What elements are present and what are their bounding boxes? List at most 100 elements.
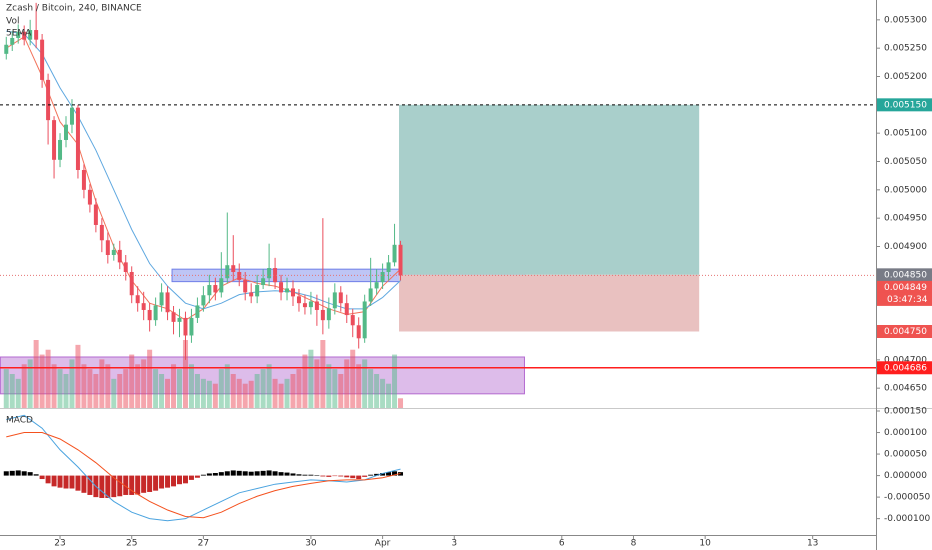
candle-body: [4, 44, 9, 54]
volume-bar: [362, 359, 368, 408]
volume-bar: [380, 378, 386, 408]
macd-histogram-bar: [111, 475, 117, 498]
loss-zone: [399, 274, 700, 332]
candle-body: [302, 303, 307, 308]
x-tick-label: 8: [631, 539, 637, 549]
volume-bar: [296, 369, 302, 408]
candle-body: [285, 288, 290, 293]
candle-body: [129, 272, 134, 296]
candle-body: [231, 265, 236, 272]
candle-body: [207, 285, 212, 296]
candle-body: [159, 292, 164, 306]
candle-body: [195, 305, 200, 318]
volume-bar: [284, 378, 290, 408]
macd-histogram-bar: [302, 474, 308, 476]
chart-title: Zcash / Bitcoin, 240, BINANCE: [6, 4, 142, 14]
macd-histogram-bar: [224, 471, 230, 476]
candle-body: [153, 305, 158, 321]
entry-tag-bg: [877, 268, 932, 282]
macd-histogram-bar: [165, 475, 171, 488]
candle-body: [350, 315, 355, 326]
candle-body: [105, 240, 110, 255]
candle-body: [332, 292, 337, 309]
macd-y-tick-label: 0.000000: [884, 471, 927, 481]
volume-bar: [75, 344, 81, 408]
candle-body: [344, 303, 349, 316]
profit-zone: [399, 104, 700, 275]
volume-bar: [111, 378, 117, 408]
volume-bar: [159, 374, 165, 408]
macd-histogram-bar: [218, 472, 224, 476]
y-tick-label: 0.004650: [884, 384, 927, 394]
macd-histogram-bar: [284, 472, 290, 476]
macd-histogram-bar: [39, 475, 45, 480]
candle-body: [147, 309, 152, 321]
macd-histogram-bar: [308, 474, 314, 476]
volume-bar: [188, 364, 194, 408]
stop-tag-bg: [877, 325, 932, 338]
macd-histogram-bar: [105, 475, 111, 498]
candle-body: [386, 262, 391, 272]
macd-histogram-bar: [230, 470, 236, 476]
y-tick-label: 0.004900: [884, 242, 927, 252]
macd-histogram-bar: [3, 471, 9, 476]
macd-histogram-bar: [135, 475, 141, 495]
volume-bar: [302, 354, 308, 408]
x-tick-label: 13: [807, 539, 818, 549]
candle-body: [64, 124, 69, 140]
candle-body: [356, 325, 361, 339]
macd-histogram-bar: [320, 475, 326, 477]
volume-bar: [248, 380, 254, 408]
macd-histogram-bar: [188, 475, 194, 480]
volume-bar: [272, 378, 278, 408]
volume-bar: [33, 340, 39, 408]
volume-bar: [326, 364, 332, 408]
macd-histogram-bar: [368, 474, 374, 476]
macd-histogram-bar: [362, 475, 368, 477]
candle-body: [362, 301, 367, 339]
macd-histogram-bar: [147, 475, 153, 492]
volume-bar: [206, 380, 212, 408]
entry-tag: 0.004850: [884, 270, 927, 280]
macd-histogram-bar: [177, 475, 183, 485]
macd-histogram-bar: [236, 470, 242, 476]
volume-bar: [392, 354, 398, 408]
candle-body: [123, 262, 128, 272]
x-tick-label: 30: [305, 539, 317, 549]
macd-histogram-bar: [123, 475, 129, 495]
macd-y-tick-label: -0.000100: [884, 514, 930, 524]
macd-y-tick-label: -0.000050: [884, 493, 930, 503]
y-tick-label: 0.005000: [884, 185, 927, 195]
volume-bar: [81, 364, 87, 408]
candle-body: [93, 204, 98, 225]
stop-tag: 0.004750: [884, 327, 927, 337]
macd-histogram-bar: [141, 475, 147, 493]
macd-histogram-bar: [15, 470, 21, 476]
macd-histogram-bar: [356, 475, 362, 480]
macd-histogram-bar: [344, 475, 350, 478]
countdown-bg: [877, 292, 932, 306]
macd-histogram-bar: [117, 475, 123, 497]
candle-body: [296, 296, 301, 304]
volume-bar: [308, 349, 314, 408]
y-tick-label: 0.005100: [884, 129, 927, 139]
macd-y-tick-label: 0.000100: [884, 428, 927, 438]
macd-histogram-bar: [314, 475, 320, 476]
candle-body: [273, 268, 278, 283]
candle-body: [308, 301, 313, 308]
candle-body: [290, 288, 295, 297]
macd-y-tick-label: 0.000150: [884, 407, 927, 417]
candle-body: [225, 265, 230, 279]
volume-bar: [398, 398, 404, 408]
candle-body: [213, 285, 218, 293]
candle-body: [261, 278, 266, 286]
x-tick-label: 3: [451, 539, 457, 549]
volume-bar: [386, 383, 392, 408]
candle-body: [219, 278, 224, 293]
candle-body: [237, 272, 242, 280]
candle-body: [368, 288, 373, 302]
volume-bar: [182, 340, 188, 408]
macd-histogram-bar: [45, 475, 51, 484]
volume-bar: [165, 378, 171, 408]
